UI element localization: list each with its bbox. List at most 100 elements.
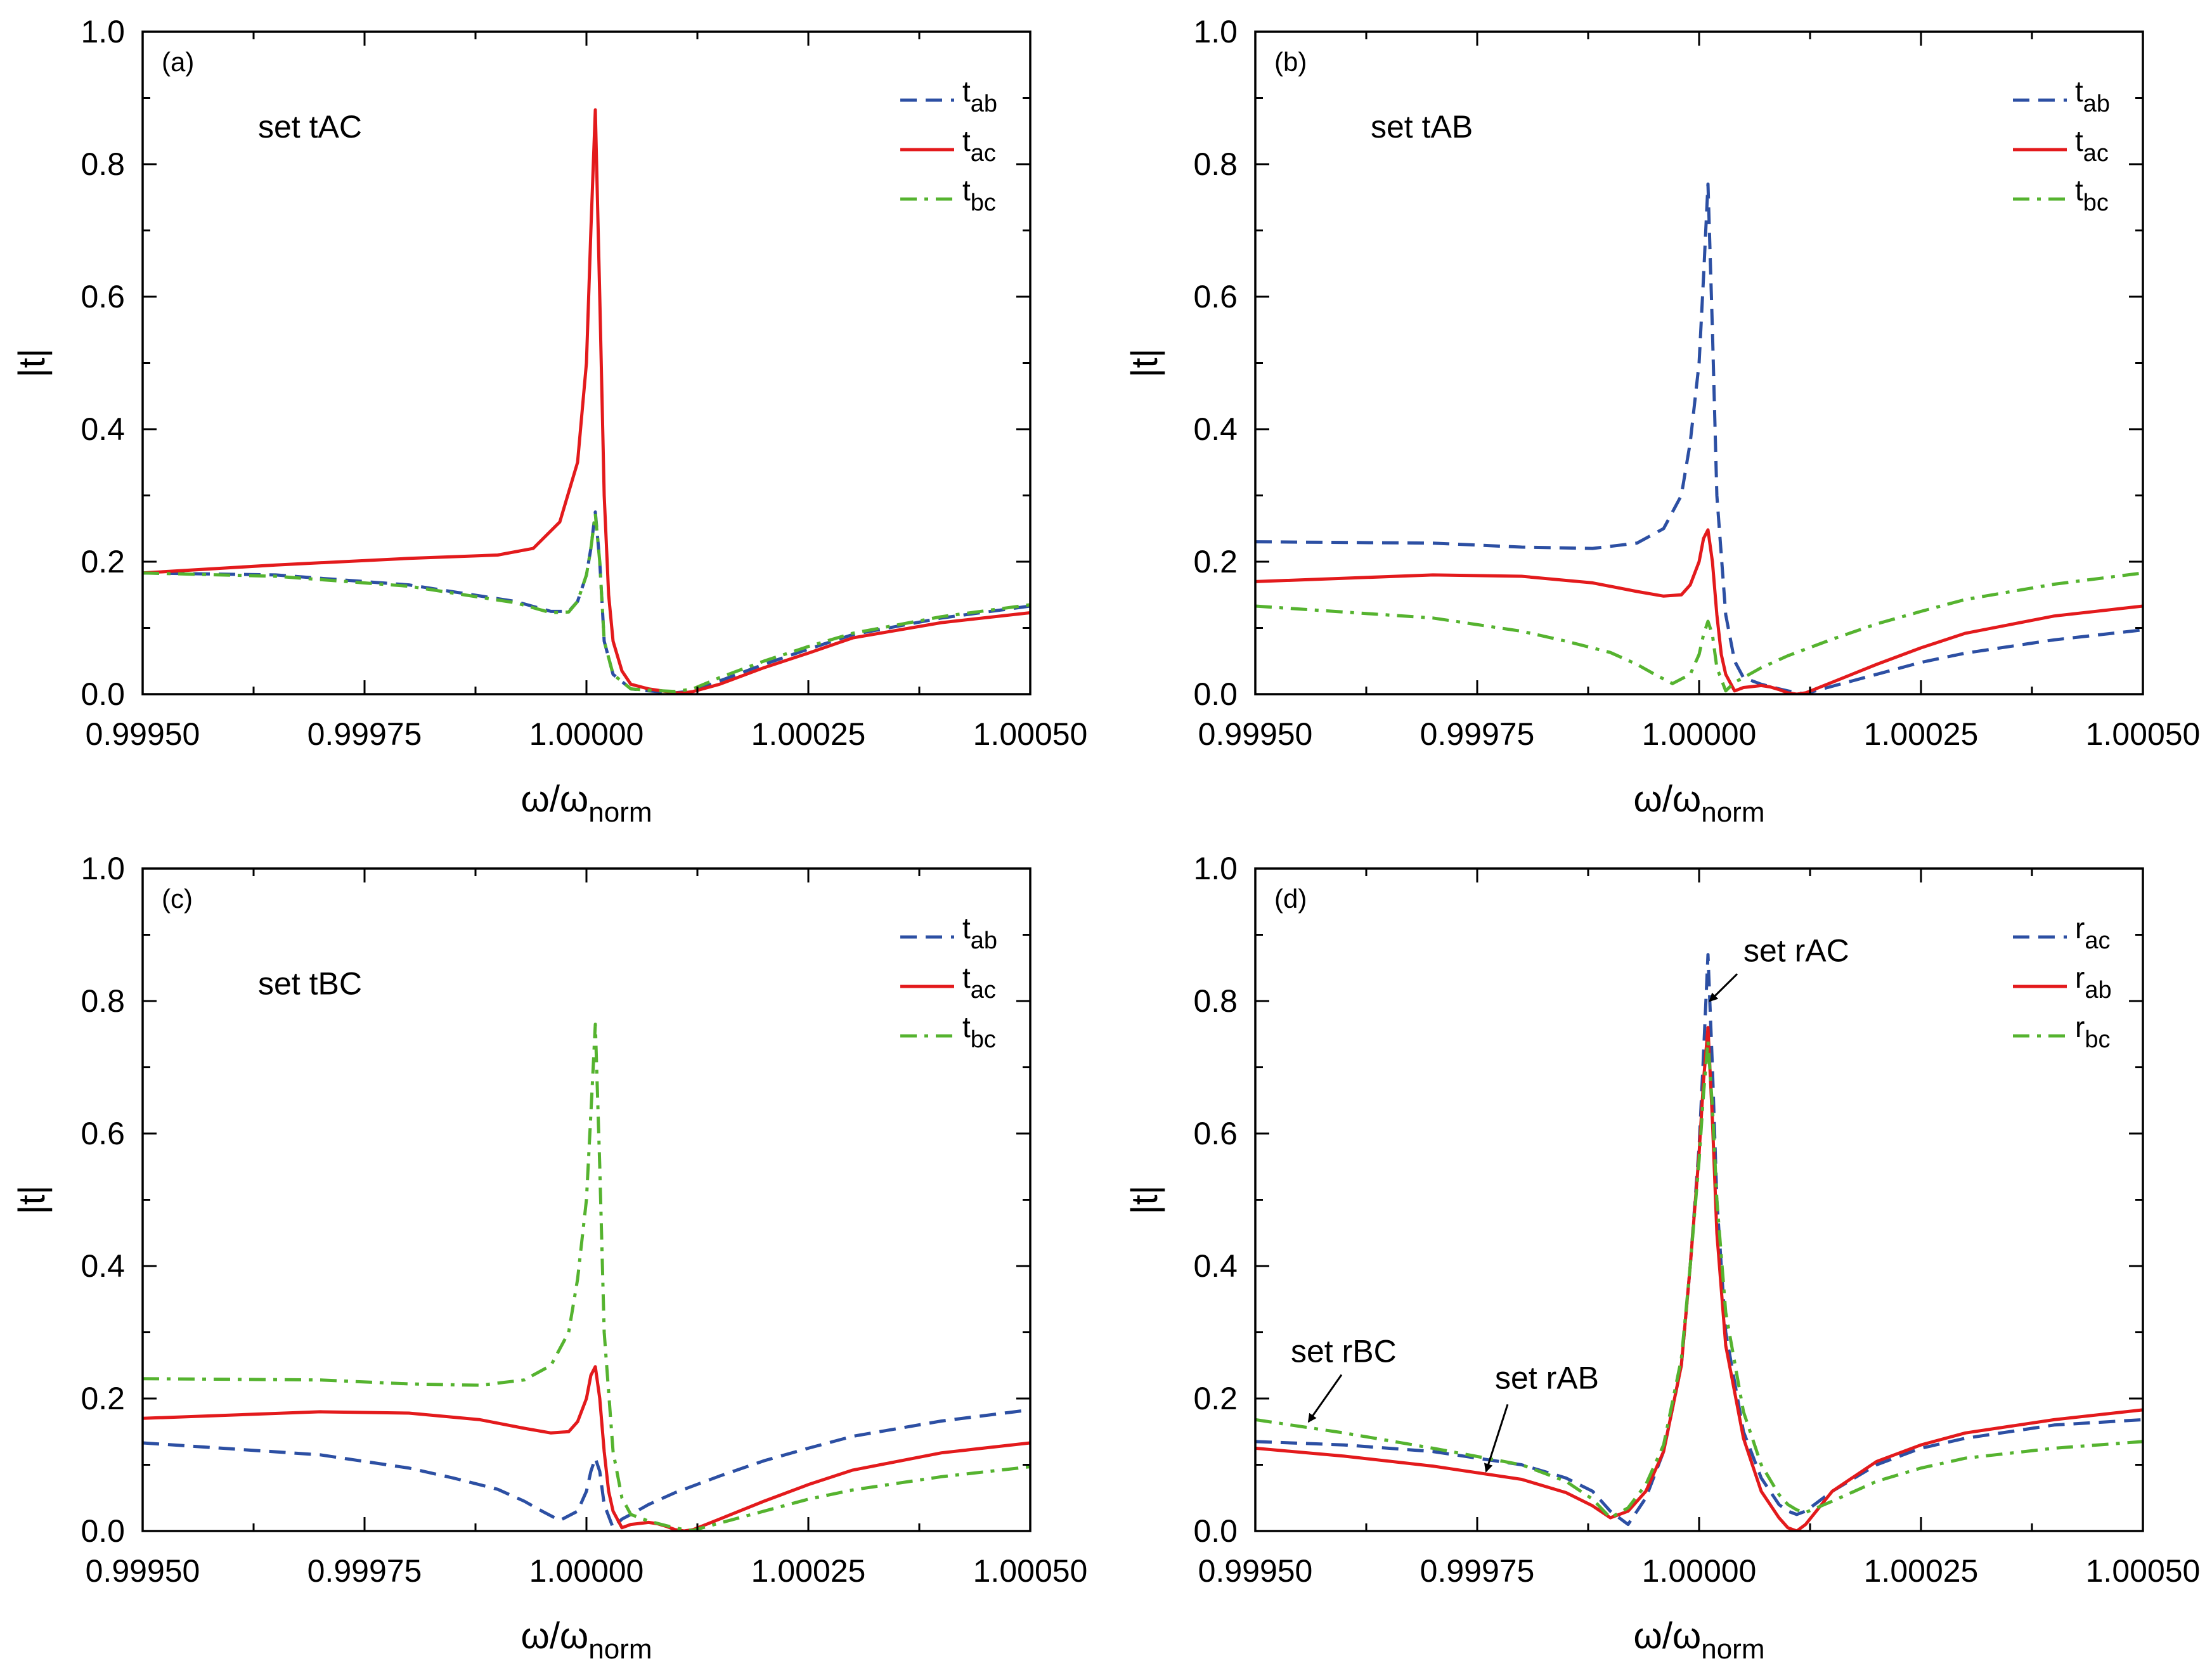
- y-axis-title: |t|: [1124, 348, 1165, 377]
- x-tick-label: 0.99950: [1198, 1553, 1313, 1589]
- legend-label-main: t: [2075, 124, 2083, 157]
- y-tick-label: 1.0: [81, 851, 125, 886]
- y-tick-label: 0.4: [81, 411, 125, 447]
- y-tick-label: 0.0: [81, 676, 125, 712]
- y-tick-label: 0.0: [1193, 1513, 1238, 1549]
- series-line-tbc: [143, 1023, 1030, 1531]
- series-line-tbc: [143, 512, 1030, 694]
- x-tick-label: 1.00025: [751, 1553, 866, 1589]
- panel-label: (a): [162, 47, 194, 77]
- y-tick-label: 0.6: [81, 279, 125, 314]
- legend-label-sub: bc: [2085, 1026, 2110, 1053]
- y-tick-label: 0.8: [1193, 983, 1238, 1019]
- x-tick-label: 1.00050: [973, 716, 1088, 752]
- x-tick-label: 0.99950: [86, 1553, 200, 1589]
- panel-label: (b): [1274, 47, 1307, 77]
- y-tick-label: 0.6: [1193, 1116, 1238, 1151]
- y-tick-label: 0.4: [1193, 411, 1238, 447]
- x-axis-title-sub: norm: [1701, 1634, 1764, 1665]
- x-axis-title-main: ω/ω: [1634, 779, 1702, 820]
- x-axis-title: ω/ωnorm: [521, 779, 652, 828]
- y-tick-label: 0.6: [1193, 279, 1238, 314]
- legend-label-main: r: [2075, 961, 2085, 994]
- legend-label-main: t: [962, 75, 971, 108]
- x-tick-label: 1.00000: [1642, 716, 1757, 752]
- legend-label-rab: rab: [2075, 961, 2112, 1004]
- legend-label-tbc: tbc: [962, 174, 996, 216]
- series-line-rab: [1255, 1026, 2143, 1531]
- y-tick-label: 0.8: [81, 983, 125, 1019]
- y-tick-label: 1.0: [1193, 851, 1238, 886]
- legend-label-sub: ac: [2083, 140, 2109, 167]
- legend-label-sub: ac: [971, 977, 996, 1004]
- legend-label-tbc: tbc: [2075, 174, 2109, 216]
- x-tick-label: 0.99975: [1420, 716, 1535, 752]
- legend-label-main: t: [962, 124, 971, 157]
- series-line-tab: [1255, 182, 2143, 694]
- x-tick-label: 1.00000: [529, 716, 644, 752]
- legend-label-tac: tac: [962, 961, 996, 1004]
- y-tick-label: 0.4: [1193, 1248, 1238, 1284]
- x-axis-title: ω/ωnorm: [1634, 1615, 1765, 1665]
- y-tick-label: 0.8: [81, 146, 125, 182]
- legend-label-tac: tac: [2075, 124, 2109, 167]
- series-line-tac: [143, 108, 1030, 694]
- legend-label-tbc: tbc: [962, 1011, 996, 1053]
- annotation-text: set tAB: [1371, 109, 1473, 145]
- legend-label-tab: tab: [2075, 75, 2110, 117]
- y-tick-label: 0.4: [81, 1248, 125, 1284]
- annotation-arrow: [1484, 1404, 1509, 1473]
- x-tick-label: 1.00025: [1864, 1553, 1979, 1589]
- x-tick-label: 1.00000: [529, 1553, 644, 1589]
- x-tick-label: 1.00050: [2086, 1553, 2201, 1589]
- legend-label-main: t: [962, 1011, 971, 1044]
- legend-label-main: t: [2075, 174, 2083, 207]
- x-tick-label: 0.99975: [1420, 1553, 1535, 1589]
- legend-label-sub: bc: [971, 1026, 996, 1053]
- y-tick-label: 0.2: [81, 544, 125, 579]
- chart-panel-1: 0.99950 0.99975 1.00000 1.00025 1.00050 0.0 0.…: [11, 14, 1087, 828]
- annotation-text: set rAC: [1743, 933, 1849, 968]
- x-axis-title-main: ω/ω: [521, 779, 589, 820]
- legend-label-main: r: [2075, 912, 2085, 945]
- legend-label-main: t: [2075, 75, 2083, 108]
- y-tick-label: 0.2: [1193, 544, 1238, 579]
- x-axis-title: ω/ωnorm: [521, 1615, 652, 1665]
- x-tick-label: 1.00025: [1864, 716, 1979, 752]
- x-tick-label: 0.99950: [86, 716, 200, 752]
- annotation-text: set rBC: [1291, 1334, 1397, 1369]
- legend-label-main: t: [962, 961, 971, 994]
- series-line-tac: [143, 1365, 1030, 1531]
- legend-label-sub: bc: [971, 190, 996, 216]
- y-tick-label: 0.8: [1193, 146, 1238, 182]
- y-tick-label: 0.2: [1193, 1381, 1238, 1416]
- legend-label-sub: ac: [2085, 927, 2110, 954]
- y-axis-title: |t|: [1124, 1185, 1165, 1214]
- legend-label-sub: ab: [2083, 91, 2110, 117]
- series-line-tbc: [1255, 571, 2143, 693]
- annotation-text: set rAB: [1495, 1360, 1599, 1395]
- legend-label-sub: ac: [971, 140, 996, 167]
- x-tick-label: 0.99975: [307, 716, 422, 752]
- y-tick-label: 0.0: [1193, 676, 1238, 712]
- x-tick-label: 1.00000: [1642, 1553, 1757, 1589]
- x-axis-title-sub: norm: [1701, 797, 1764, 828]
- y-axis-title: |t|: [11, 1185, 53, 1214]
- chart-panel-3: 0.99950 0.99975 1.00000 1.00025 1.00050 0.0 0.…: [11, 851, 1087, 1665]
- legend-label-tac: tac: [962, 124, 996, 167]
- legend-label-main: t: [962, 912, 971, 945]
- x-axis-title-sub: norm: [588, 1634, 652, 1665]
- legend-label-main: t: [962, 174, 971, 207]
- x-tick-label: 1.00050: [973, 1553, 1088, 1589]
- x-tick-label: 1.00025: [751, 716, 866, 752]
- x-tick-label: 0.99950: [1198, 716, 1313, 752]
- annotation-text: set tBC: [258, 966, 362, 1002]
- series-line-tab: [143, 510, 1030, 694]
- series-line-tab: [143, 1408, 1030, 1530]
- legend-label-sub: ab: [971, 927, 997, 954]
- chart-panel-4: 0.99950 0.99975 1.00000 1.00025 1.00050 0.0 0.…: [1124, 851, 2200, 1665]
- panel-label: (c): [162, 884, 193, 914]
- x-tick-label: 0.99975: [307, 1553, 422, 1589]
- y-tick-label: 0.2: [81, 1381, 125, 1416]
